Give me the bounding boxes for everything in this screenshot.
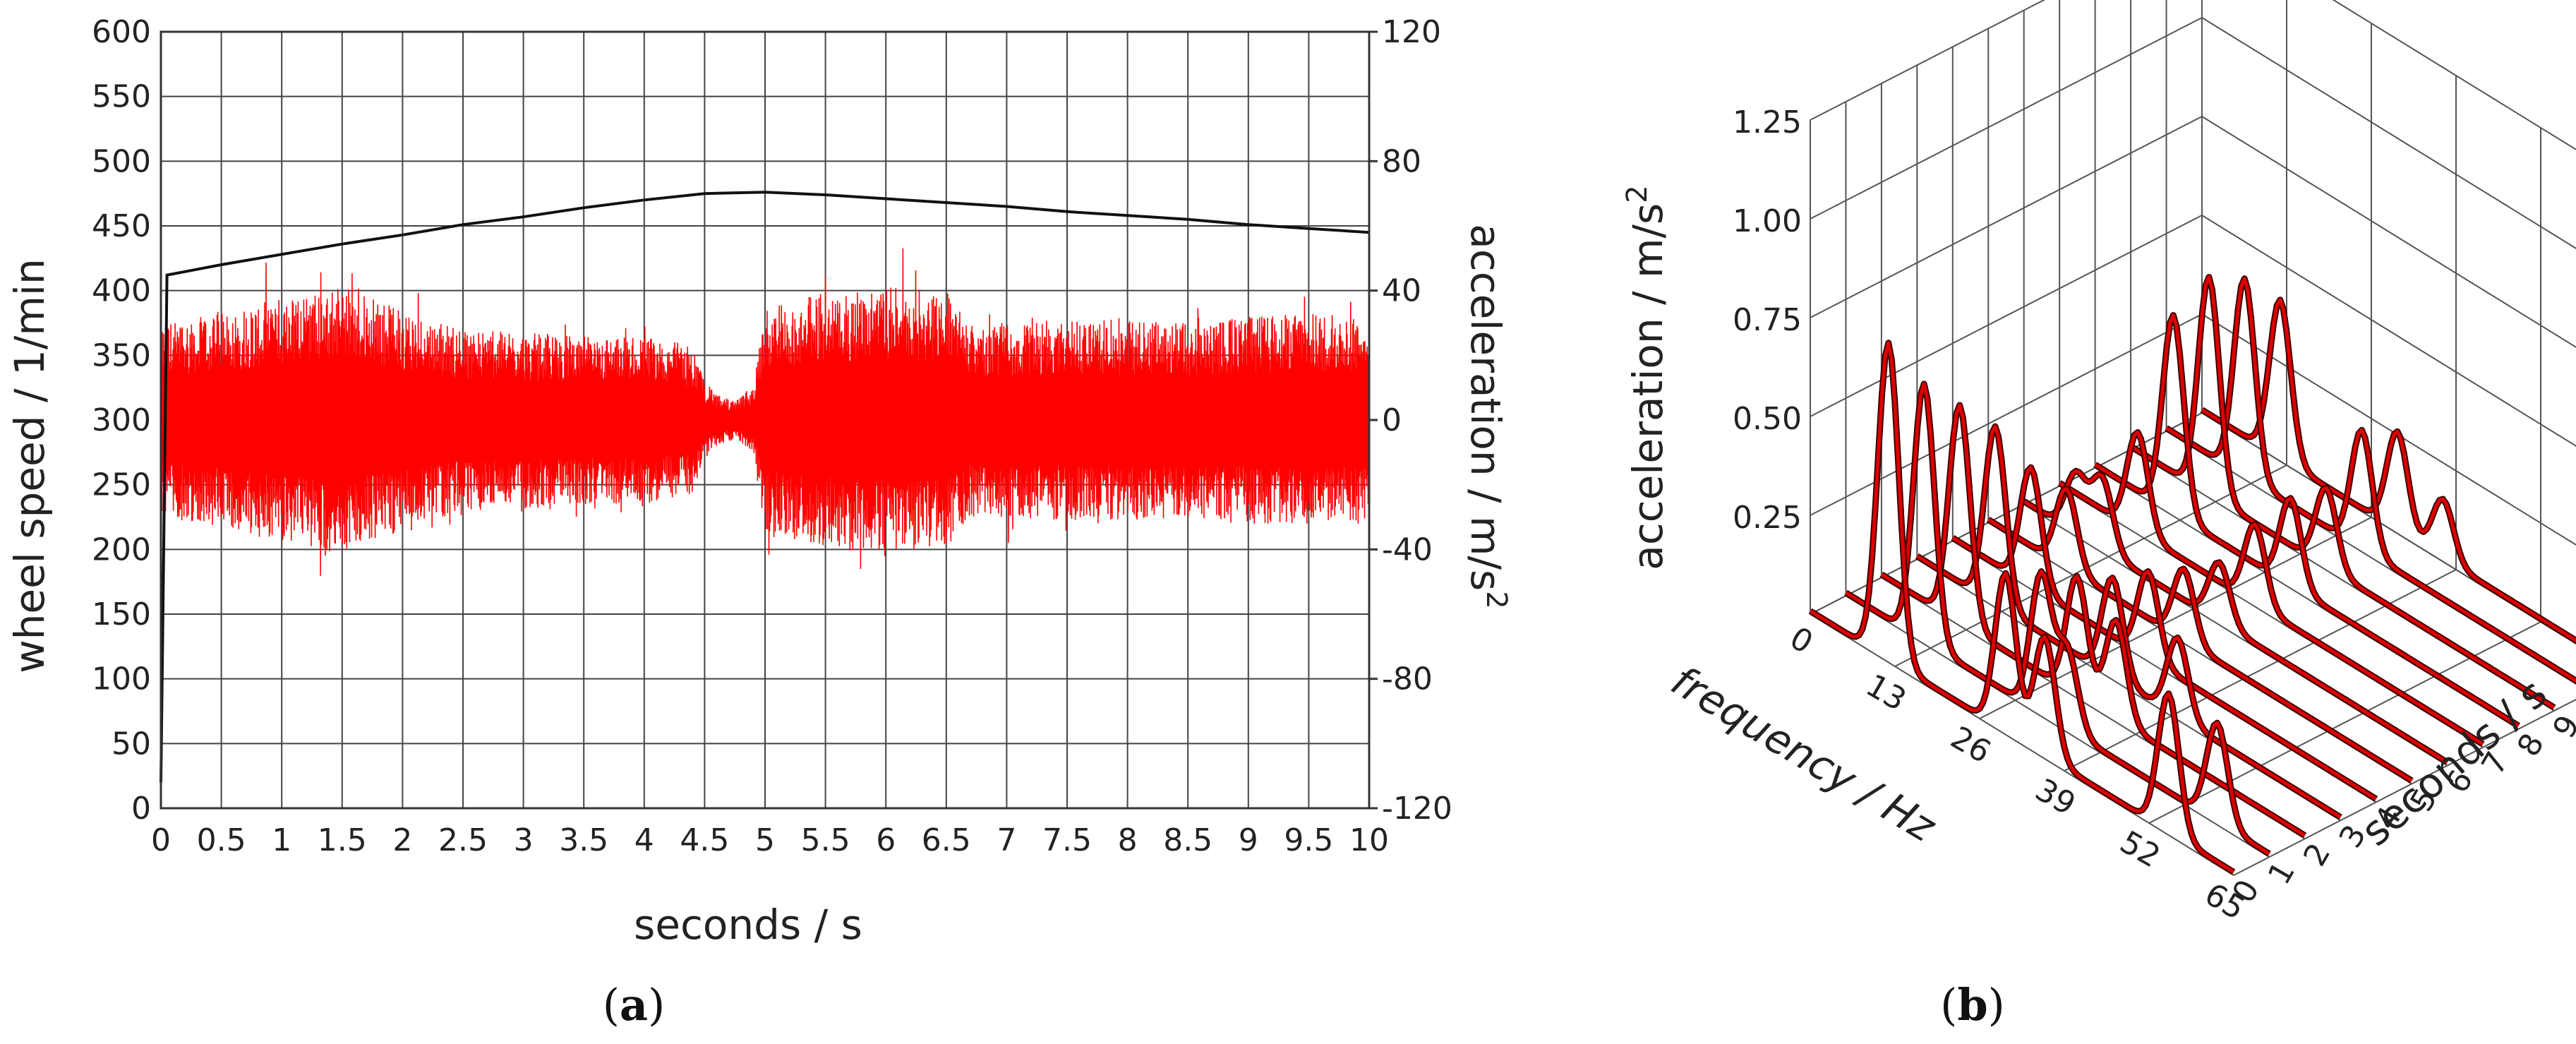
panel-a-right-axis-label-base: acceleration / m/s [1462, 224, 1510, 591]
x-tick-label: 4.5 [680, 822, 729, 858]
right-y-tick-label: -40 [1382, 532, 1433, 568]
trace-line [1987, 486, 2413, 783]
x-tick-label: 4 [634, 822, 654, 858]
panel-a-x-axis-label: seconds / s [634, 901, 862, 949]
left-y-tick-label: 250 [92, 467, 151, 503]
panel-b-z-axis-label: acceleration / m/s2 [1621, 185, 1672, 570]
acceleration-line [160, 248, 1370, 576]
z-tick-label: 0.25 [1733, 500, 1802, 536]
panel-a-left-axis-label: wheel speed / 1/min [6, 258, 54, 673]
seconds-tick-label: 1 [2261, 856, 2302, 891]
x-tick-label: 7 [997, 822, 1016, 858]
trace-outline [2200, 296, 2576, 644]
x-tick-label: 6 [876, 822, 896, 858]
x-tick-label: 0.5 [197, 822, 246, 858]
x-tick-label: 8 [1118, 822, 1138, 858]
wall-grid-line [2332, 0, 2576, 151]
panel-b-traces [1808, 274, 2576, 875]
x-tick-label: 5.5 [801, 822, 850, 858]
left-y-tick-label: 50 [112, 726, 151, 762]
wall-grid-line [1810, 17, 2203, 220]
frequency-tick-label: 52 [2114, 824, 2166, 875]
x-tick-label: 6.5 [922, 822, 971, 858]
left-y-tick-label: 400 [92, 273, 151, 309]
z-tick-label: 0.50 [1733, 401, 1802, 437]
wall-grid-line [2201, 215, 2576, 448]
trace-line [1951, 465, 2378, 801]
panel-a-right-axis-label: acceleration / m/s2 [1462, 224, 1512, 608]
wall-grid-line [1810, 215, 2203, 417]
x-tick-label: 9 [1239, 822, 1258, 858]
x-tick-label: 2.5 [438, 822, 488, 858]
wall-grid-line [2201, 17, 2576, 250]
right-y-tick-label: -120 [1382, 791, 1452, 827]
trace-line [2094, 313, 2520, 728]
x-tick-label: 3 [514, 822, 534, 858]
right-y-tick-label: 40 [1382, 273, 1421, 309]
floor-grid-line [1894, 464, 2287, 667]
floor-grid-line [1810, 613, 2234, 876]
wheel-speed-series [160, 191, 1370, 783]
seconds-tick-label: 9 [2546, 709, 2576, 745]
left-y-tick-label: 150 [92, 596, 151, 632]
trace-line [1916, 424, 2342, 819]
panel-a-right-ticks: -120 -80 -40 0 40 80 120 [1369, 14, 1452, 827]
seconds-tick-label: 2 [2297, 837, 2337, 872]
x-tick-label: 9.5 [1284, 822, 1333, 858]
x-tick-label: 3.5 [559, 822, 608, 858]
panel-a-chart: 0 0.5 1 1.5 2 2.5 3 3.5 4 4.5 5 5.5 6 6.5 7 7.5 8 8.5 9 9.5… [6, 14, 1512, 1031]
frequency-tick-label: 39 [2029, 772, 2081, 822]
trace-line [2201, 298, 2576, 643]
panel-a-left-ticks: 0 50 100 150 200 250 300 350 400 450 500 550 600 [92, 14, 151, 827]
wall-grid-line [1810, 116, 2203, 318]
left-y-tick-label: 300 [92, 402, 151, 438]
left-y-tick-label: 500 [92, 143, 151, 179]
panel-b-z-axis-label-base: acceleration / m/s [1624, 203, 1672, 570]
trace-line [2165, 277, 2576, 683]
frequency-tick-label: 13 [1860, 667, 1912, 718]
left-y-tick-label: 550 [92, 79, 151, 115]
right-y-tick-label: 120 [1382, 14, 1441, 50]
right-y-tick-label: 80 [1382, 143, 1421, 179]
x-tick-label: 1.5 [318, 822, 367, 858]
z-tick-label: 1.25 [1733, 104, 1802, 140]
panel-b-z-axis-label-sup: 2 [1621, 185, 1654, 203]
x-tick-label: 5 [755, 822, 775, 858]
trace-line [2129, 275, 2556, 709]
floor-grid-line [2233, 698, 2576, 876]
wall-grid-line [1810, 0, 2046, 121]
wheel-speed-line [160, 191, 1370, 783]
x-tick-label: 8.5 [1163, 822, 1212, 858]
x-tick-label: 1 [272, 822, 291, 858]
panel-b-z-ticks: 0.25 0.50 0.75 1.00 1.25 [1733, 104, 1802, 536]
x-tick-label: 7.5 [1042, 822, 1092, 858]
left-y-tick-label: 100 [92, 661, 151, 697]
x-tick-label: 10 [1349, 822, 1389, 858]
right-y-tick-label: 0 [1382, 402, 1402, 438]
x-tick-label: 0 [151, 822, 171, 858]
x-tick-label: 2 [392, 822, 412, 858]
panel-b-sublabel: (b) [1940, 979, 2005, 1031]
trace-line [2058, 431, 2484, 746]
left-y-tick-label: 0 [131, 791, 151, 827]
trace-line [1809, 341, 2235, 874]
trace-line [2023, 469, 2449, 764]
wall-grid-line [2201, 116, 2576, 349]
left-y-tick-label: 450 [92, 208, 151, 244]
z-tick-label: 1.00 [1733, 203, 1802, 239]
panel-a-sublabel: (a) [603, 979, 666, 1031]
frequency-tick-label: 0 [1783, 620, 1819, 661]
frequency-tick-label: 26 [1944, 719, 1997, 770]
z-tick-label: 0.75 [1733, 302, 1802, 338]
panel-a-right-axis-label-sup: 2 [1480, 591, 1512, 608]
panel-a-x-ticks: 0 0.5 1 1.5 2 2.5 3 3.5 4 4.5 5 5.5 6 6.5 7 7.5 8 8.5 9 9.5… [151, 822, 1389, 858]
left-y-tick-label: 350 [92, 337, 151, 373]
left-y-tick-label: 200 [92, 532, 151, 568]
acceleration-series [160, 248, 1370, 576]
right-y-tick-label: -80 [1382, 661, 1433, 697]
trace-line [1845, 382, 2270, 856]
left-y-tick-label: 600 [92, 14, 151, 50]
